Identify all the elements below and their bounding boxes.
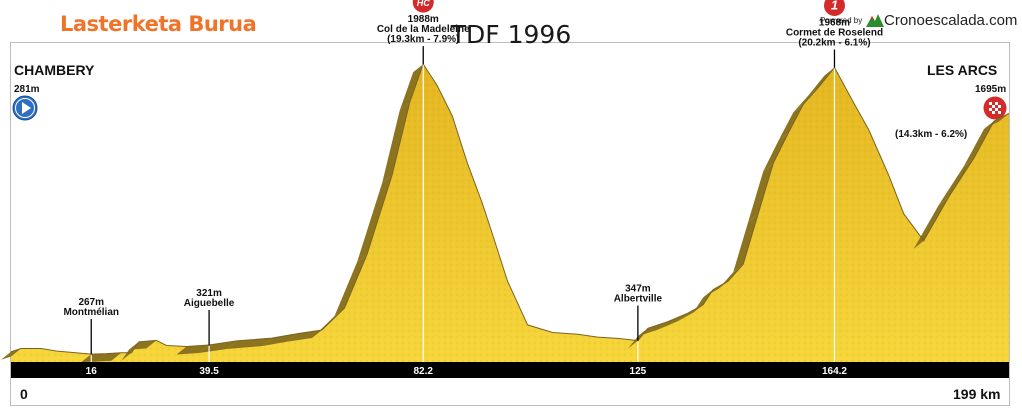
profile-shade-segment <box>657 313 689 330</box>
km-tick-label: 125 <box>630 366 647 377</box>
profile-shade-segment <box>983 113 1009 130</box>
km-tick-label: 164.2 <box>822 366 847 377</box>
hc-category-badge <box>411 0 435 14</box>
annotation-label: Montmélian <box>63 307 119 318</box>
category-badge-text: 1 <box>831 0 838 13</box>
km-tick-label: 82.2 <box>414 366 434 377</box>
annotation-label: Col de la Madeleine <box>377 24 470 35</box>
finish-climb-info: (14.3km - 6.2%) <box>895 129 968 140</box>
category-badge <box>822 0 846 17</box>
finish-name: LES ARCS <box>927 62 998 78</box>
profile-shade-segment <box>382 102 410 183</box>
axis-start-label: 0 <box>20 386 28 402</box>
page-title: TDF 1996 <box>450 20 572 49</box>
profile-shade-segment <box>81 353 107 363</box>
annotation-label: (20.2km - 6.1%) <box>798 38 870 49</box>
profile-shade-segment <box>793 87 819 113</box>
annotation-label: 1968m <box>819 18 850 29</box>
distance-axis-band <box>11 362 1009 378</box>
profile-shade-segment <box>128 340 157 350</box>
profile-shade-segment <box>286 329 322 342</box>
profile-shade-segment <box>778 104 804 141</box>
profile-shade-segment <box>199 340 237 353</box>
profile-shade-segment <box>176 344 210 355</box>
finish-flag-icon <box>983 96 1007 120</box>
profile-shade-segment <box>763 132 789 172</box>
finish-altitude: 1695m <box>975 84 1007 95</box>
start-altitude: 281m <box>14 84 40 95</box>
annotation-label: (19.3km - 7.9%) <box>387 34 459 45</box>
profile-shade-segment <box>808 67 835 96</box>
annotation-label: 1988m <box>408 14 439 25</box>
powered-by-label: Powered by <box>820 16 863 25</box>
profile-shade-segment <box>733 213 759 273</box>
annotation-label: Cormet de Roselend <box>786 28 883 39</box>
profile-shade-segment <box>96 352 122 362</box>
mountain-logo-icon <box>866 14 884 27</box>
profile-shade-segment <box>226 338 272 349</box>
annotation-label: 347m <box>625 284 651 295</box>
profile-texture <box>11 64 1009 362</box>
profile-shade-segment <box>399 64 424 111</box>
profile-shade-segment <box>637 321 668 337</box>
profile-shade-segment <box>1 348 22 360</box>
km-tick-label: 39.5 <box>199 366 219 377</box>
profile-shade-segment <box>334 254 368 317</box>
start-name: CHAMBERY <box>14 62 95 78</box>
profile-shade-segment <box>748 163 774 222</box>
annotation-label: Aiguebelle <box>184 298 235 309</box>
profile-shade-segment <box>913 196 949 249</box>
profile-shade-segment <box>963 121 994 167</box>
profile-shade-segment <box>261 333 297 347</box>
annotation-label: Albertville <box>614 294 663 305</box>
profile-shade-segment <box>938 158 974 205</box>
profile-line <box>10 62 1010 355</box>
annotation-label: 267m <box>78 297 104 308</box>
category-badge-text: HC <box>417 0 430 8</box>
profile-shade-segment <box>357 174 393 263</box>
axis-end-label: 199 km <box>953 386 1001 402</box>
brand-title: Lasterketa Burua <box>60 12 257 36</box>
site-link[interactable]: Cronoescalada.com <box>884 12 1018 29</box>
annotation-label: 321m <box>196 288 222 299</box>
start-play-icon <box>12 95 38 121</box>
km-tick-label: 16 <box>86 366 98 377</box>
